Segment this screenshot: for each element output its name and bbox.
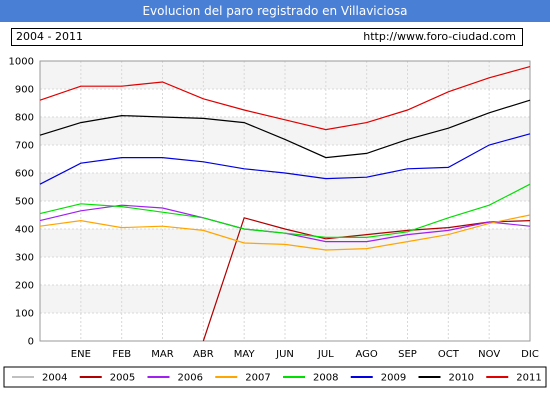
- chart-title-text: Evolucion del paro registrado en Villavi…: [142, 4, 408, 18]
- legend-box: [3, 366, 547, 388]
- info-bar: 2004 - 2011 http://www.foro-ciudad.com: [11, 28, 523, 46]
- x-tick-label: DIC: [521, 349, 539, 360]
- plot-border: [39, 60, 531, 342]
- series-line-2009: [39, 133, 531, 185]
- legend-label-2005: 2005: [110, 373, 135, 384]
- legend-label-2009: 2009: [381, 373, 406, 384]
- x-tick-label: ENE: [71, 349, 91, 360]
- series-line-2010: [39, 99, 531, 159]
- series-lines: [39, 66, 531, 342]
- x-tick-label: SEP: [398, 349, 417, 360]
- y-tick-label: 0: [28, 337, 34, 348]
- y-tick-label: 900: [15, 85, 34, 96]
- x-tick-label: MAR: [151, 349, 173, 360]
- x-tick-label: JUN: [275, 349, 294, 360]
- source-url: http://www.foro-ciudad.com: [363, 30, 516, 43]
- period-label: 2004 - 2011: [16, 30, 83, 43]
- x-tick-label: JUL: [317, 349, 334, 360]
- x-tick-label: MAY: [234, 349, 256, 360]
- axes: 0 100 200 300 400 500 600 700 800 900 1000 ENE FEB MA…: [9, 57, 539, 361]
- y-tick-label: 1000: [9, 57, 34, 68]
- series-line-2005: [202, 217, 531, 342]
- y-tick-label: 700: [15, 141, 34, 152]
- legend-label-2007: 2007: [245, 373, 270, 384]
- y-tick-label: 200: [15, 281, 34, 292]
- series-line-2011: [39, 66, 531, 131]
- x-tick-label: OCT: [438, 349, 460, 360]
- y-tick-label: 500: [15, 197, 34, 208]
- legend-label-2006: 2006: [178, 373, 203, 384]
- y-tick-label: 800: [15, 113, 34, 124]
- y-tick-label: 100: [15, 309, 34, 320]
- y-tick-label: 600: [15, 169, 34, 180]
- x-tick-label: ABR: [193, 349, 214, 360]
- chart-title: Evolucion del paro registrado en Villavi…: [0, 0, 550, 22]
- y-tick-label: 300: [15, 253, 34, 264]
- legend-label-2008: 2008: [313, 373, 338, 384]
- x-tick-label: FEB: [112, 349, 131, 360]
- legend-label-2011: 2011: [516, 373, 541, 384]
- legend-label-2010: 2010: [449, 373, 474, 384]
- series-line-2007: [39, 214, 531, 251]
- x-tick-label: NOV: [478, 349, 500, 360]
- legend: 2004 2005 2006 2007 2008 2009 2010 2011: [3, 366, 547, 388]
- y-tick-label: 400: [15, 225, 34, 236]
- legend-label-2004: 2004: [42, 373, 67, 384]
- x-tick-label: AGO: [356, 349, 378, 360]
- series-line-2008: [39, 183, 531, 238]
